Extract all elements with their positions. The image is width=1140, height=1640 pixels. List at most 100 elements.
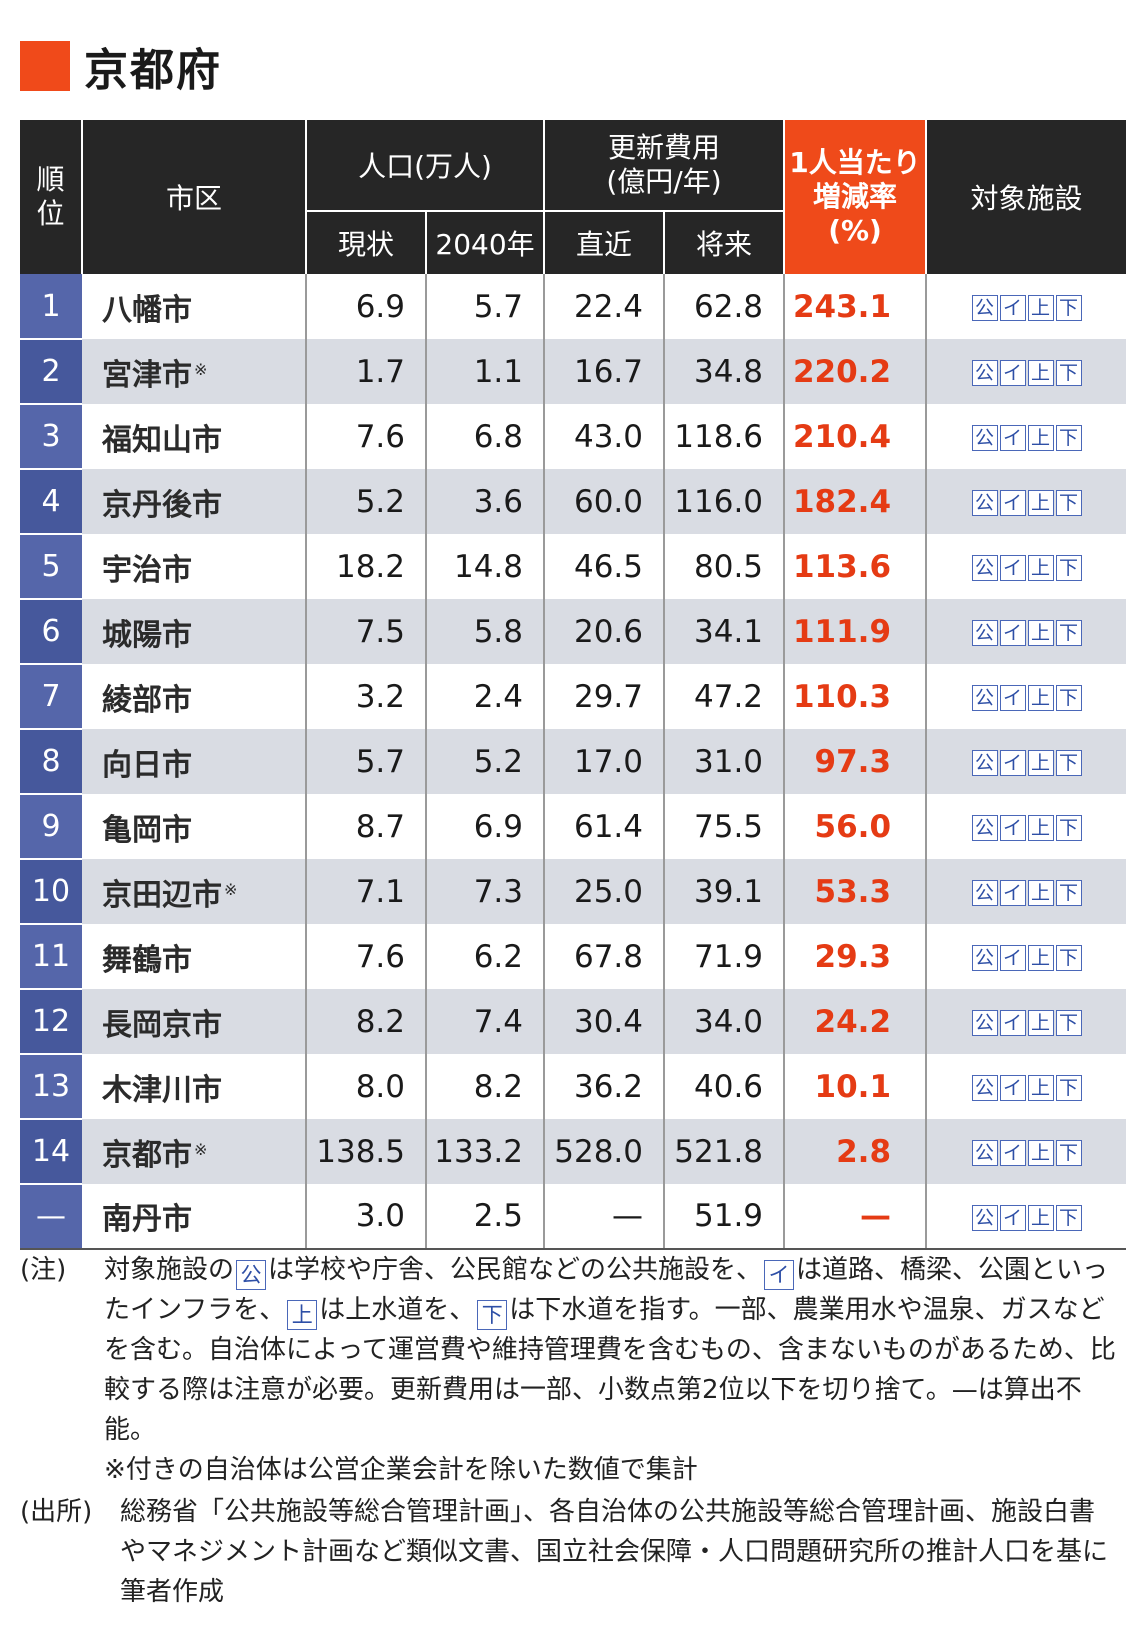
infrastructure-icon: イ xyxy=(999,685,1026,711)
public-facility-icon: 公 xyxy=(971,1204,998,1231)
cost-future-cell: 71.9 xyxy=(664,924,786,989)
table-row: 3 福知山市 7.6 6.8 43.0 118.6 210.4 公イ上下 xyxy=(20,404,1127,470)
header-population-2040: 2040年 xyxy=(424,210,546,274)
facilities-cell: 公イ上下 xyxy=(926,599,1127,664)
cost-recent-cell: 25.0 xyxy=(544,859,666,924)
population-2040-cell: 133.2 xyxy=(426,1119,546,1184)
cost-future-cell: 47.2 xyxy=(664,664,786,729)
infrastructure-icon: イ xyxy=(999,1204,1026,1231)
rate-cell: 113.6 xyxy=(784,534,928,599)
header-renewal-cost: 更新費用 (億円/年) xyxy=(543,120,786,211)
population-now-cell: 8.2 xyxy=(306,989,427,1054)
table-row: 6 城陽市 7.5 5.8 20.6 34.1 111.9 公イ上下 xyxy=(20,599,1127,665)
water-supply-icon: 上 xyxy=(1027,360,1054,386)
header-population: 人口(万人) xyxy=(304,120,546,211)
public-facility-icon: 公 xyxy=(971,295,998,321)
water-supply-icon: 上 xyxy=(1027,1075,1054,1101)
page-header: 京都府 xyxy=(20,38,222,96)
sewerage-icon: 下 xyxy=(1055,685,1082,711)
cost-recent-cell: 20.6 xyxy=(544,599,666,664)
rank-cell: 14 xyxy=(20,1119,82,1185)
population-2040-cell: 2.5 xyxy=(426,1184,546,1250)
rank-cell: 4 xyxy=(20,469,82,535)
water-supply-icon: 上 xyxy=(1027,945,1054,971)
city-cell: 亀岡市 xyxy=(82,794,307,859)
water-supply-icon: 上 xyxy=(1027,425,1054,451)
facilities-cell: 公イ上下 xyxy=(926,989,1127,1054)
population-2040-cell: 6.8 xyxy=(426,404,546,469)
note-paragraph: (注) 対象施設の公は学校や庁舎、公民館などの公共施設を、イは道路、橋梁、公園と… xyxy=(20,1250,1120,1490)
cost-recent-cell: 22.4 xyxy=(544,274,666,339)
cost-future-cell: 118.6 xyxy=(664,404,786,469)
cost-future-cell: 51.9 xyxy=(664,1184,786,1250)
public-facility-icon: 公 xyxy=(971,620,998,646)
population-2040-cell: 5.2 xyxy=(426,729,546,794)
infrastructure-icon: イ xyxy=(999,360,1026,386)
header-rate: 1人当たり 増減率 (%) xyxy=(783,120,928,274)
rate-cell: 210.4 xyxy=(784,404,928,469)
cost-recent-cell: 29.7 xyxy=(544,664,666,729)
city-cell: 舞鶴市 xyxy=(82,924,307,989)
rank-cell: 9 xyxy=(20,794,82,860)
water-supply-icon: 上 xyxy=(1027,295,1054,321)
table-row: 13 木津川市 8.0 8.2 36.2 40.6 10.1 公イ上下 xyxy=(20,1054,1127,1120)
population-2040-cell: 6.9 xyxy=(426,794,546,859)
infrastructure-icon: イ xyxy=(999,620,1026,646)
city-cell: 南丹市 xyxy=(82,1184,307,1250)
rate-cell: 53.3 xyxy=(784,859,928,924)
table-body: 1 八幡市 6.9 5.7 22.4 62.8 243.1 公イ上下 2 宮津市… xyxy=(20,274,1127,1250)
table-row: 8 向日市 5.7 5.2 17.0 31.0 97.3 公イ上下 xyxy=(20,729,1127,795)
title-square-icon xyxy=(20,40,70,91)
cost-future-cell: 521.8 xyxy=(664,1119,786,1184)
city-cell: 八幡市 xyxy=(82,274,307,339)
public-facility-icon: 公 xyxy=(971,555,998,581)
facilities-cell: 公イ上下 xyxy=(926,404,1127,469)
population-now-cell: 3.0 xyxy=(306,1184,427,1250)
infrastructure-icon: イ xyxy=(999,1075,1026,1101)
table-row: 2 宮津市 ※ 1.7 1.1 16.7 34.8 220.2 公イ上下 xyxy=(20,339,1127,405)
population-2040-cell: 7.4 xyxy=(426,989,546,1054)
rate-cell: 56.0 xyxy=(784,794,928,859)
rank-cell: 11 xyxy=(20,924,82,990)
rate-cell: 111.9 xyxy=(784,599,928,664)
table-header: 順位 市区 人口(万人) 更新費用 (億円/年) 1人当たり 増減率 (%) 対… xyxy=(20,120,1127,274)
sewerage-icon: 下 xyxy=(1055,425,1082,451)
city-cell: 宮津市 ※ xyxy=(82,339,307,404)
population-now-cell: 8.7 xyxy=(306,794,427,859)
cost-future-cell: 31.0 xyxy=(664,729,786,794)
facilities-cell: 公イ上下 xyxy=(926,274,1127,339)
infrastructure-icon: イ xyxy=(999,555,1026,581)
population-now-cell: 138.5 xyxy=(306,1119,427,1184)
rate-cell: 110.3 xyxy=(784,664,928,729)
population-2040-cell: 7.3 xyxy=(426,859,546,924)
table-row: 1 八幡市 6.9 5.7 22.4 62.8 243.1 公イ上下 xyxy=(20,274,1127,340)
water-supply-icon: 上 xyxy=(1027,490,1054,516)
cost-recent-cell: 43.0 xyxy=(544,404,666,469)
rate-cell: 24.2 xyxy=(784,989,928,1054)
sewerage-icon: 下 xyxy=(1055,880,1082,906)
header-city: 市区 xyxy=(81,120,307,274)
population-2040-cell: 2.4 xyxy=(426,664,546,729)
cost-recent-cell: 61.4 xyxy=(544,794,666,859)
sewerage-icon: 下 xyxy=(1055,490,1082,516)
sewerage-icon: 下 xyxy=(1055,1204,1082,1231)
facilities-cell: 公イ上下 xyxy=(926,729,1127,794)
table-row: — 南丹市 3.0 2.5 — 51.9 — 公イ上下 xyxy=(20,1184,1127,1250)
population-2040-cell: 5.8 xyxy=(426,599,546,664)
water-supply-icon: 上 xyxy=(1027,1140,1054,1166)
ranking-table: 順位 市区 人口(万人) 更新費用 (億円/年) 1人当たり 増減率 (%) 対… xyxy=(20,120,1127,1250)
infrastructure-icon: イ xyxy=(999,1140,1026,1166)
population-now-cell: 7.5 xyxy=(306,599,427,664)
sewerage-icon: 下 xyxy=(1055,295,1082,321)
sewerage-icon: 下 xyxy=(1055,750,1082,776)
city-cell: 綾部市 xyxy=(82,664,307,729)
footnote-mark: ※ xyxy=(194,359,208,379)
header-facilities: 対象施設 xyxy=(925,120,1127,274)
facilities-cell: 公イ上下 xyxy=(926,1184,1127,1250)
rank-cell: 10 xyxy=(20,859,82,925)
cost-recent-cell: 16.7 xyxy=(544,339,666,404)
cost-future-cell: 75.5 xyxy=(664,794,786,859)
city-cell: 京都市 ※ xyxy=(82,1119,307,1184)
population-now-cell: 6.9 xyxy=(306,274,427,339)
infrastructure-icon: イ xyxy=(999,490,1026,516)
